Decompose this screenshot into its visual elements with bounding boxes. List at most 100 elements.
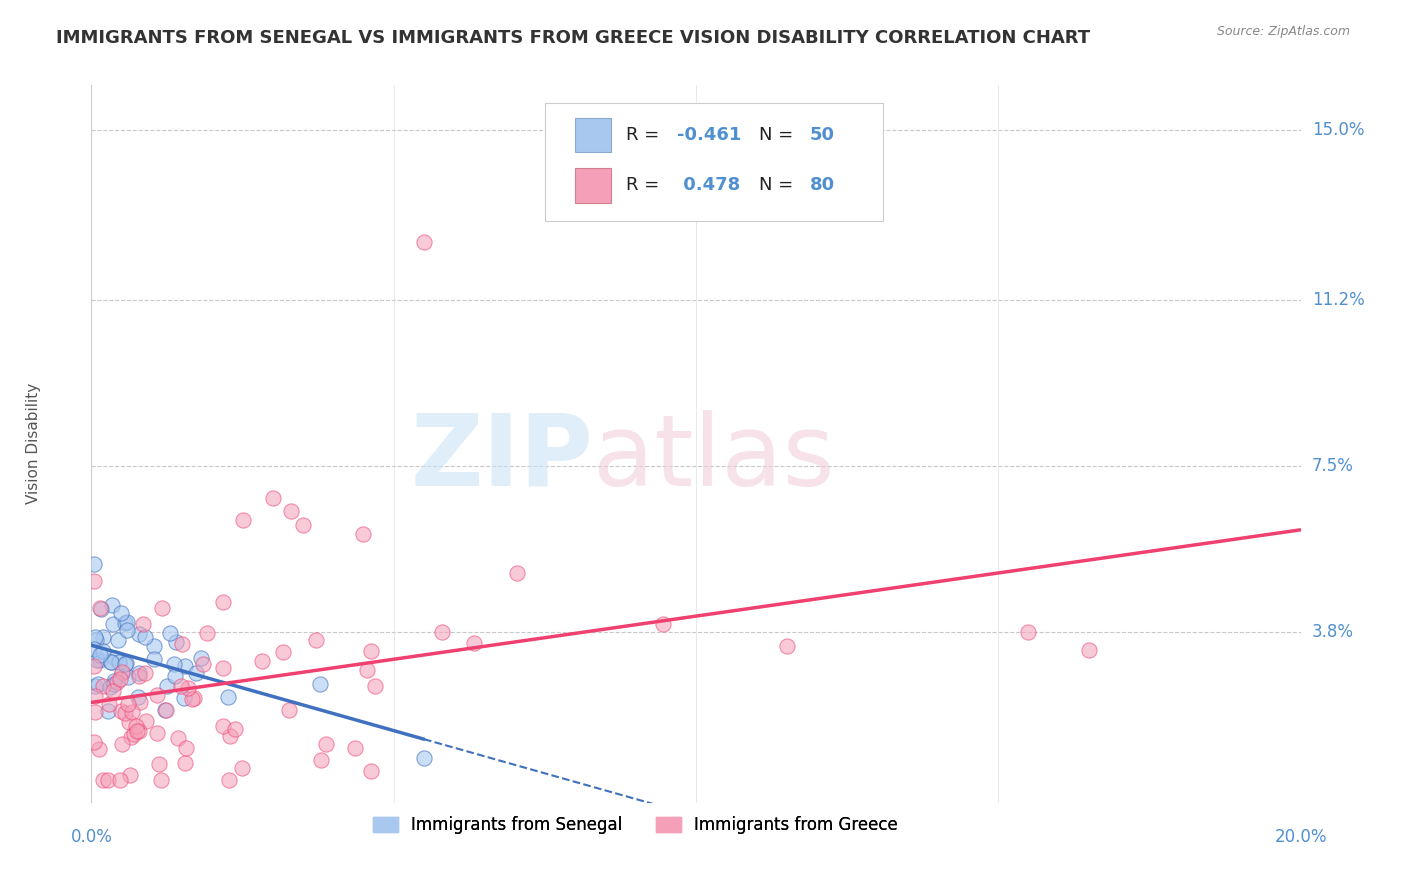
Point bbox=[352, 526, 374, 541]
Point bbox=[98, 680, 121, 694]
Text: 7.5%: 7.5% bbox=[1312, 458, 1354, 475]
Text: 0.478: 0.478 bbox=[676, 177, 740, 194]
Point bbox=[87, 677, 110, 691]
Point bbox=[163, 657, 186, 671]
Point bbox=[114, 616, 136, 631]
Point bbox=[305, 632, 328, 647]
Point bbox=[250, 654, 273, 668]
Point bbox=[165, 634, 187, 648]
Text: N =: N = bbox=[759, 126, 799, 144]
Point bbox=[91, 643, 114, 657]
Point bbox=[652, 617, 675, 632]
Point bbox=[100, 655, 122, 669]
Point bbox=[83, 642, 105, 657]
Point bbox=[134, 666, 156, 681]
Point bbox=[117, 697, 139, 711]
Point bbox=[97, 773, 120, 788]
Point bbox=[118, 715, 141, 730]
Point bbox=[97, 705, 120, 719]
Point bbox=[111, 665, 134, 680]
Point bbox=[128, 724, 150, 739]
Point bbox=[125, 719, 148, 733]
Point bbox=[91, 630, 114, 644]
Text: -0.461: -0.461 bbox=[676, 126, 741, 144]
Point bbox=[184, 666, 207, 681]
Point bbox=[183, 690, 205, 705]
Point bbox=[118, 768, 141, 782]
Point bbox=[218, 729, 240, 743]
Point bbox=[360, 644, 382, 658]
Point bbox=[108, 673, 131, 687]
Point bbox=[127, 690, 149, 704]
Bar bbox=[575, 168, 612, 202]
Point bbox=[101, 684, 124, 698]
Point bbox=[111, 666, 134, 681]
Point bbox=[155, 703, 177, 717]
FancyBboxPatch shape bbox=[544, 103, 883, 221]
Point bbox=[413, 235, 436, 249]
Point bbox=[360, 764, 382, 778]
Text: 50: 50 bbox=[810, 126, 835, 144]
Point bbox=[83, 705, 105, 719]
Point bbox=[114, 657, 136, 671]
Point bbox=[150, 601, 173, 615]
Point bbox=[217, 690, 239, 704]
Point bbox=[181, 692, 204, 706]
Point bbox=[84, 630, 107, 644]
Point bbox=[170, 679, 193, 693]
Point bbox=[155, 703, 177, 717]
Point bbox=[190, 650, 212, 665]
Point bbox=[364, 679, 387, 693]
Point bbox=[344, 741, 367, 756]
Point bbox=[273, 645, 295, 659]
Point bbox=[125, 723, 148, 738]
Point bbox=[83, 735, 105, 749]
Point bbox=[430, 625, 453, 640]
Point bbox=[84, 632, 107, 647]
Point bbox=[356, 663, 378, 677]
Point bbox=[776, 639, 799, 653]
Point bbox=[110, 704, 132, 718]
Point bbox=[134, 714, 156, 728]
Point bbox=[83, 557, 105, 571]
Text: ZIP: ZIP bbox=[411, 409, 593, 507]
Point bbox=[146, 688, 169, 702]
Point bbox=[128, 669, 150, 683]
Point bbox=[91, 773, 114, 788]
Point bbox=[292, 517, 315, 532]
Text: IMMIGRANTS FROM SENEGAL VS IMMIGRANTS FROM GREECE VISION DISABILITY CORRELATION : IMMIGRANTS FROM SENEGAL VS IMMIGRANTS FR… bbox=[56, 29, 1091, 46]
Text: Vision Disability: Vision Disability bbox=[25, 384, 41, 504]
Point bbox=[89, 648, 111, 662]
Point bbox=[111, 737, 134, 751]
Point bbox=[114, 706, 136, 720]
Point bbox=[122, 727, 145, 741]
Point bbox=[315, 737, 337, 751]
Point bbox=[128, 665, 150, 680]
Point bbox=[128, 695, 150, 709]
Point bbox=[83, 659, 105, 673]
Point bbox=[463, 636, 485, 650]
Text: 0.0%: 0.0% bbox=[70, 828, 112, 846]
Point bbox=[280, 504, 302, 518]
Text: N =: N = bbox=[759, 177, 799, 194]
Text: 3.8%: 3.8% bbox=[1312, 624, 1354, 641]
Point bbox=[83, 574, 105, 588]
Point bbox=[121, 705, 143, 719]
Point bbox=[107, 655, 129, 669]
Point bbox=[84, 679, 107, 693]
Point bbox=[115, 615, 138, 630]
Point bbox=[148, 756, 170, 771]
Point bbox=[104, 650, 127, 665]
Point bbox=[132, 617, 155, 632]
Point bbox=[165, 669, 187, 683]
Point bbox=[86, 653, 108, 667]
Point bbox=[173, 690, 195, 705]
Text: 20.0%: 20.0% bbox=[1274, 828, 1327, 846]
Point bbox=[505, 566, 527, 580]
Point bbox=[195, 626, 218, 640]
Text: atlas: atlas bbox=[593, 409, 835, 507]
Point bbox=[128, 627, 150, 641]
Point bbox=[172, 636, 194, 650]
Point bbox=[89, 600, 111, 615]
Point bbox=[308, 677, 330, 691]
